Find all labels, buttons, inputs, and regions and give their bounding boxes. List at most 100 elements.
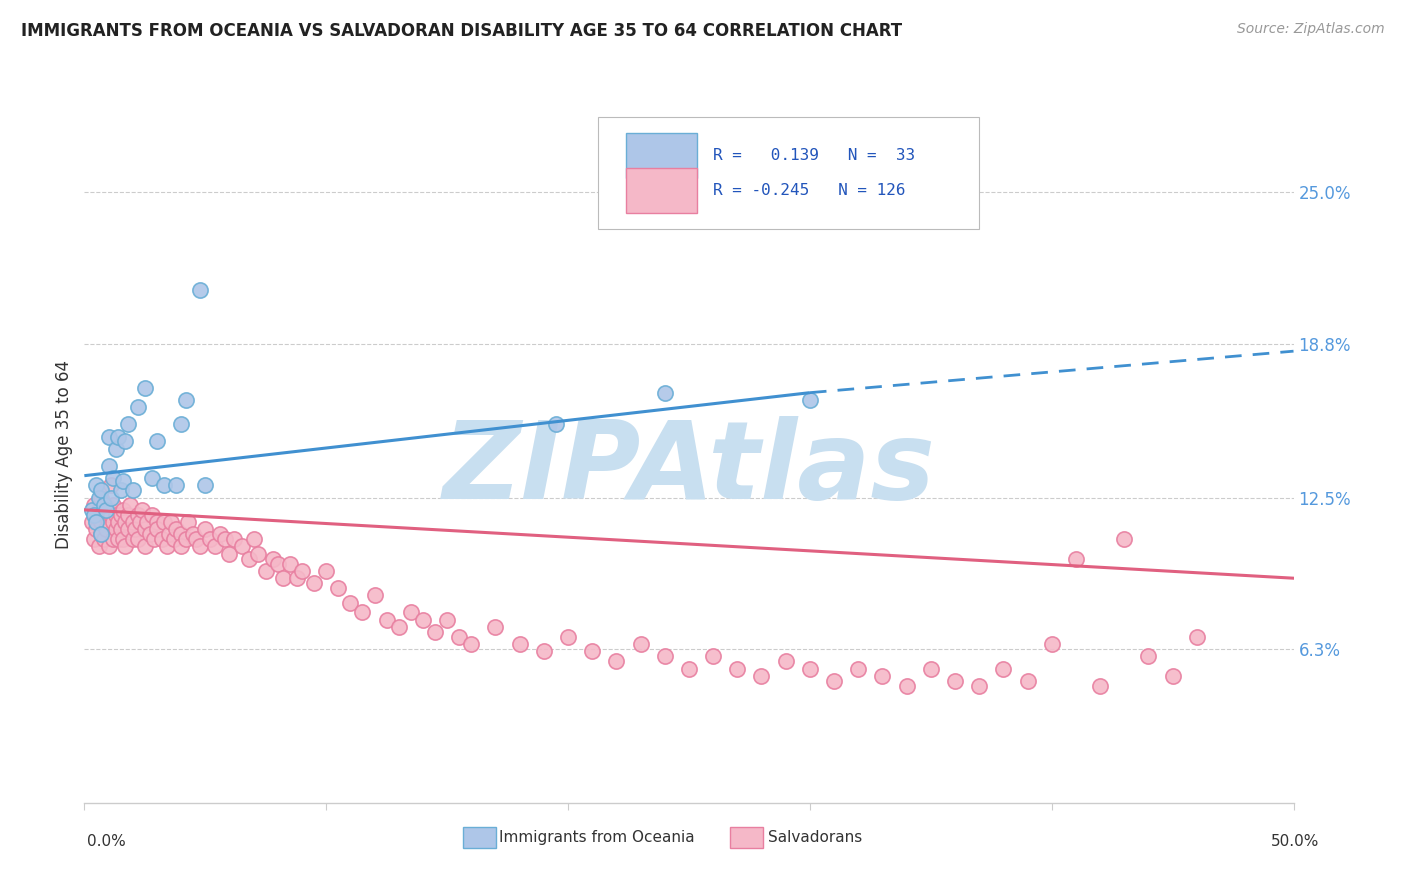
Point	[117, 417, 139, 432]
Point	[775, 654, 797, 668]
Point	[129, 515, 152, 529]
Point	[174, 532, 197, 546]
Point	[160, 515, 183, 529]
Point	[146, 522, 169, 536]
Point	[90, 527, 112, 541]
Point	[190, 540, 212, 554]
Point	[114, 540, 136, 554]
Point	[1040, 637, 1063, 651]
Point	[262, 551, 284, 566]
Point	[238, 551, 260, 566]
Point	[174, 392, 197, 407]
Point	[399, 606, 422, 620]
Point	[90, 515, 112, 529]
Point	[141, 508, 163, 522]
Point	[97, 429, 120, 443]
Point	[605, 654, 627, 668]
Point	[630, 637, 652, 651]
Point	[412, 613, 434, 627]
Point	[104, 522, 127, 536]
Point	[328, 581, 350, 595]
Point	[120, 498, 142, 512]
Point	[83, 498, 105, 512]
Point	[254, 564, 277, 578]
Point	[83, 532, 105, 546]
Point	[127, 532, 149, 546]
Point	[170, 527, 193, 541]
Point	[110, 522, 132, 536]
Point	[363, 588, 385, 602]
Point	[181, 527, 204, 541]
Text: R = -0.245   N = 126: R = -0.245 N = 126	[713, 183, 905, 198]
Point	[339, 596, 361, 610]
Point	[153, 478, 176, 492]
Text: IMMIGRANTS FROM OCEANIA VS SALVADORAN DISABILITY AGE 35 TO 64 CORRELATION CHART: IMMIGRANTS FROM OCEANIA VS SALVADORAN DI…	[21, 22, 903, 40]
Point	[920, 661, 942, 675]
Point	[87, 503, 110, 517]
Text: 0.0%: 0.0%	[87, 834, 127, 849]
Point	[107, 515, 129, 529]
Point	[87, 540, 110, 554]
Point	[103, 498, 125, 512]
Point	[103, 471, 125, 485]
Point	[375, 613, 398, 627]
Point	[112, 503, 135, 517]
Point	[1137, 649, 1160, 664]
Point	[278, 557, 301, 571]
Point	[112, 474, 135, 488]
Point	[143, 532, 166, 546]
Point	[114, 515, 136, 529]
Point	[194, 522, 217, 536]
FancyBboxPatch shape	[626, 169, 697, 213]
Point	[138, 527, 160, 541]
Point	[121, 483, 143, 498]
Point	[449, 630, 471, 644]
Y-axis label: Disability Age 35 to 64: Disability Age 35 to 64	[55, 360, 73, 549]
Point	[993, 661, 1015, 675]
Point	[725, 661, 748, 675]
Point	[117, 522, 139, 536]
Point	[208, 527, 231, 541]
Point	[90, 527, 112, 541]
Point	[93, 532, 115, 546]
Point	[112, 532, 135, 546]
Point	[90, 483, 112, 498]
Point	[104, 442, 127, 456]
Point	[150, 532, 173, 546]
Point	[87, 491, 110, 505]
Point	[83, 508, 105, 522]
Point	[291, 564, 314, 578]
Point	[315, 564, 337, 578]
Point	[218, 547, 240, 561]
Point	[1161, 669, 1184, 683]
Point	[86, 478, 108, 492]
Point	[352, 606, 374, 620]
Point	[460, 637, 482, 651]
Point	[231, 540, 253, 554]
Point	[285, 571, 308, 585]
Point	[799, 661, 821, 675]
Point	[1017, 673, 1039, 688]
Point	[86, 508, 108, 522]
Point	[131, 503, 153, 517]
Point	[94, 503, 117, 517]
Point	[1064, 551, 1087, 566]
Point	[557, 630, 579, 644]
Point	[110, 483, 132, 498]
Point	[127, 401, 149, 415]
Point	[1088, 679, 1111, 693]
Point	[271, 571, 294, 585]
Point	[107, 429, 129, 443]
Text: Source: ZipAtlas.com: Source: ZipAtlas.com	[1237, 22, 1385, 37]
Point	[146, 515, 169, 529]
Point	[198, 532, 221, 546]
Point	[967, 679, 990, 693]
Point	[1185, 630, 1208, 644]
Point	[509, 637, 531, 651]
Point	[872, 669, 894, 683]
Text: Salvadorans: Salvadorans	[768, 830, 862, 845]
Point	[247, 547, 270, 561]
Point	[121, 532, 143, 546]
Point	[114, 434, 136, 449]
Point	[436, 613, 458, 627]
